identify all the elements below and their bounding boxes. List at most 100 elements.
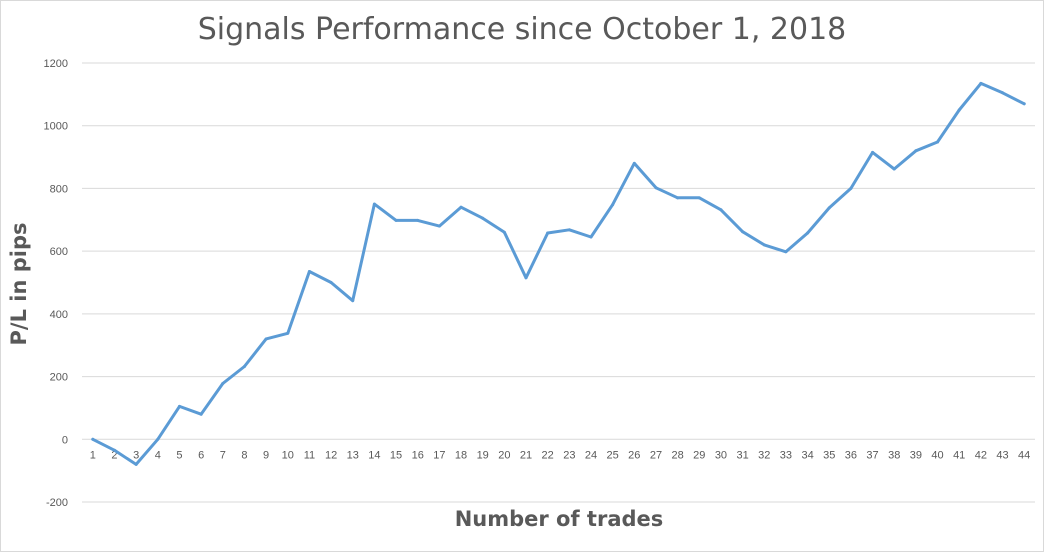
x-tick-label: 16 [412, 449, 424, 461]
x-tick-label: 22 [542, 449, 554, 461]
data-point [892, 167, 896, 171]
y-tick-label: 600 [50, 246, 68, 258]
x-tick-label: 2 [111, 449, 117, 461]
x-tick-label: 17 [433, 449, 445, 461]
data-point [221, 381, 225, 385]
x-tick-label: 37 [866, 449, 878, 461]
x-tick-label: 34 [801, 449, 813, 461]
x-tick-label: 44 [1018, 449, 1030, 461]
x-tick-label: 9 [263, 449, 269, 461]
x-tick-label: 20 [498, 449, 510, 461]
y-tick-label: 1000 [44, 121, 68, 133]
data-point [134, 462, 138, 466]
y-tick-labels: -200 0 200 400 600 800 1000 1200 [44, 58, 68, 509]
data-point [589, 235, 593, 239]
data-point [567, 228, 571, 232]
x-tick-label: 40 [931, 449, 943, 461]
y-tick-label: -200 [46, 497, 68, 509]
x-tick-label: 7 [220, 449, 226, 461]
x-tick-label: 1 [90, 449, 96, 461]
data-point [286, 331, 290, 335]
x-tick-label: 12 [325, 449, 337, 461]
x-tick-label: 33 [780, 449, 792, 461]
x-tick-label: 32 [758, 449, 770, 461]
x-tick-labels: 1 2 3 4 5 6 7 8 9 10 11 12 13 14 15 16 17 18 19 20 21 22 23 24 2… [90, 449, 1031, 461]
data-point [806, 231, 810, 235]
data-point [676, 196, 680, 200]
x-tick-label: 21 [520, 449, 532, 461]
y-tick-label: 200 [50, 372, 68, 384]
data-point [112, 448, 116, 452]
x-tick-label: 23 [563, 449, 575, 461]
data-point [654, 186, 658, 190]
data-point [741, 230, 745, 234]
x-axis-title: Number of trades [454, 507, 664, 531]
x-tick-label: 10 [282, 449, 294, 461]
series-group [91, 81, 1026, 466]
x-tick-label: 18 [455, 449, 467, 461]
series-line [91, 81, 1026, 466]
x-tick-label: 36 [845, 449, 857, 461]
data-point [264, 337, 268, 341]
data-point [1001, 91, 1005, 95]
data-point [437, 224, 441, 228]
data-point [459, 205, 463, 209]
data-point [502, 230, 506, 234]
gridlines [82, 62, 1035, 503]
data-point [524, 276, 528, 280]
y-tick-label: 400 [50, 309, 68, 321]
x-tick-label: 38 [888, 449, 900, 461]
x-tick-label: 35 [823, 449, 835, 461]
data-point [936, 140, 940, 144]
x-tick-label: 8 [241, 449, 247, 461]
x-tick-label: 3 [133, 449, 139, 461]
y-tick-label: 1200 [44, 58, 68, 70]
x-tick-label: 41 [953, 449, 965, 461]
x-tick-label: 30 [715, 449, 727, 461]
data-point [546, 231, 550, 235]
x-tick-label: 42 [975, 449, 987, 461]
x-tick-label: 5 [176, 449, 182, 461]
data-point [481, 216, 485, 220]
data-point [979, 81, 983, 85]
x-tick-label: 19 [477, 449, 489, 461]
data-point [784, 250, 788, 254]
data-point [914, 149, 918, 153]
data-point [199, 412, 203, 416]
x-tick-label: 31 [736, 449, 748, 461]
data-point [719, 208, 723, 212]
data-point [632, 161, 636, 165]
data-point [611, 203, 615, 207]
y-tick-label: 0 [62, 434, 68, 446]
x-tick-label: 29 [693, 449, 705, 461]
x-tick-label: 15 [390, 449, 402, 461]
chart-title: Signals Performance since October 1, 201… [197, 12, 847, 47]
data-point [351, 299, 355, 303]
x-tick-label: 26 [628, 449, 640, 461]
data-point [827, 206, 831, 210]
data-point [849, 186, 853, 190]
x-tick-label: 27 [650, 449, 662, 461]
data-point [329, 281, 333, 284]
x-tick-label: 39 [910, 449, 922, 461]
x-tick-label: 24 [585, 449, 597, 461]
data-point [957, 108, 961, 112]
x-tick-label: 25 [607, 449, 619, 461]
data-point [372, 202, 376, 206]
y-tick-label: 800 [50, 183, 68, 195]
data-point [177, 404, 181, 408]
data-point [871, 150, 875, 154]
data-point [394, 218, 398, 222]
x-tick-label: 14 [368, 449, 380, 461]
x-tick-label: 13 [347, 449, 359, 461]
data-point [1022, 102, 1026, 106]
x-tick-label: 28 [672, 449, 684, 461]
x-tick-label: 11 [304, 449, 315, 461]
data-point [416, 218, 420, 222]
x-tick-label: 43 [996, 449, 1008, 461]
x-tick-label: 6 [198, 449, 204, 461]
data-point [307, 270, 311, 274]
data-point [156, 437, 160, 441]
